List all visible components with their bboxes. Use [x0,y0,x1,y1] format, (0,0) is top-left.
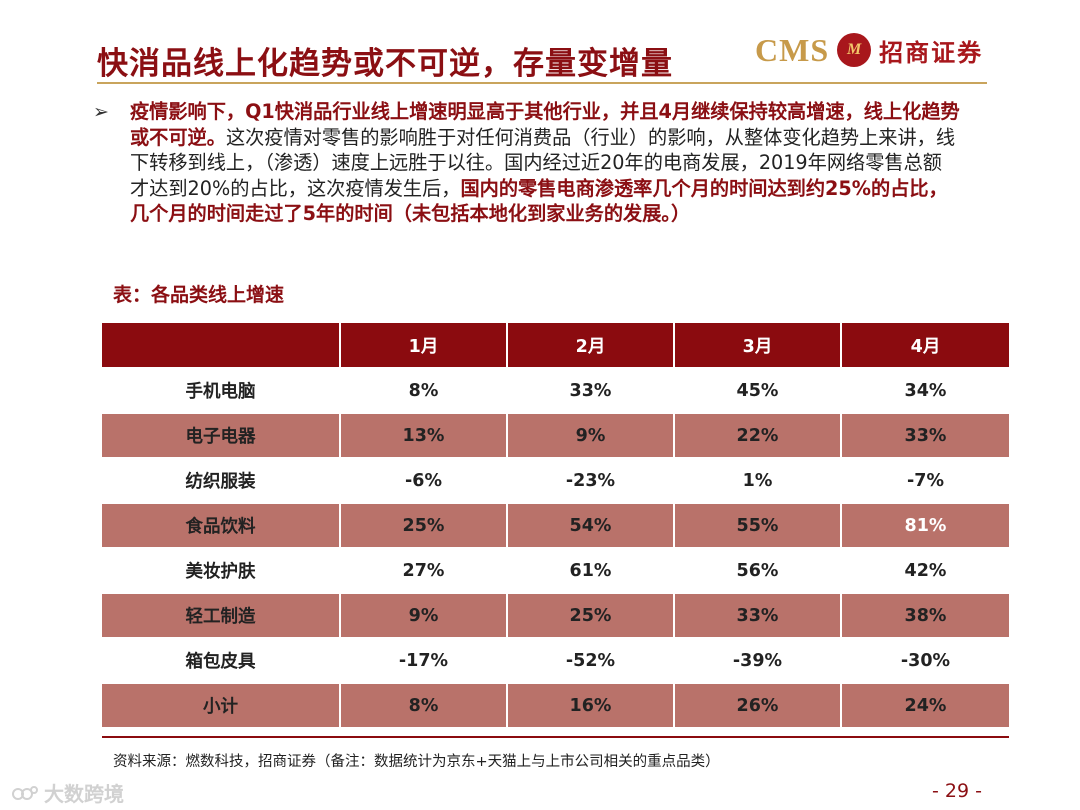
table-cell: -30% [841,638,1009,683]
table-row-total: 小计 8% 16% 26% 24% [102,683,1009,727]
bullet-arrow-icon: ➢ [93,101,109,123]
header-cell-feb: 2月 [507,323,675,368]
header-cell-apr: 4月 [841,323,1009,368]
header-cell-jan: 1月 [340,323,508,368]
row-label: 电子电器 [102,413,341,458]
table-cell: 25% [340,503,508,548]
table-cell: 33% [841,413,1009,458]
growth-table: 1月 2月 3月 4月 手机电脑 8% 33% 45% 34% 电子电器 13%… [102,323,1009,727]
table-cell: -52% [507,638,675,683]
source-note: 资料来源：燃数科技，招商证券（备注：数据统计为京东+天猫上与上市公司相关的重点品… [113,754,720,770]
table-cell: -23% [507,458,675,503]
row-label: 手机电脑 [102,368,341,413]
table-cell: 33% [674,593,842,638]
table-row: 电子电器 13% 9% 22% 33% [102,413,1009,458]
body-text: 这次疫情对零售的影响胜于对任何消费品（行业）的影响，从整体变化趋势上来讲，线下转… [130,125,956,200]
company-logo: CMS M 招商证券 [755,30,983,70]
table-cell: 16% [507,683,675,727]
watermark-logo-icon [12,784,38,802]
logo-company-name: 招商证券 [879,37,984,67]
table-cell: 24% [841,683,1009,727]
table-cell: 27% [340,548,508,593]
row-label: 食品饮料 [102,503,341,548]
table-cell: 8% [340,683,508,727]
highlight-text-1: 疫情影响下，Q1快消品行业线上增速明显高于其他行业，并且4月继续保持较高增速，线… [130,100,960,149]
table-header-row: 1月 2月 3月 4月 [102,323,1009,368]
watermark: 大数跨境 [12,778,124,807]
table-cell: 54% [507,503,675,548]
table-cell: 33% [507,368,675,413]
table-cell: 45% [674,368,842,413]
header-cell-mar: 3月 [674,323,842,368]
row-label: 小计 [102,683,341,727]
table-cell: 13% [340,413,508,458]
table-row: 食品饮料 25% 54% 55% 81% [102,503,1009,548]
table-row: 美妆护肤 27% 61% 56% 42% [102,548,1009,593]
page-number: - 29 - [932,780,982,802]
table-caption: 表：各品类线上增速 [113,284,285,306]
table-cell: 8% [340,368,508,413]
logo-cms-text: CMS [755,31,830,68]
row-label: 纺织服装 [102,458,341,503]
table-cell: 9% [340,593,508,638]
table-cell: 22% [674,413,842,458]
table-cell: 55% [674,503,842,548]
logo-seal-icon: M [837,33,872,67]
row-label: 轻工制造 [102,593,341,638]
table-cell: 34% [841,368,1009,413]
table-row: 箱包皮具 -17% -52% -39% -30% [102,638,1009,683]
table-cell: 56% [674,548,842,593]
highlight-text-2: 国内的零售电商渗透率几个月的时间达到约25%的占比，几个月的时间走过了5年的时间… [130,176,948,226]
row-label: 箱包皮具 [102,638,341,683]
table-cell: 26% [674,683,842,727]
table-cell: -39% [674,638,842,683]
table-cell-highlight: 81% [841,503,1009,548]
table-cell: 42% [841,548,1009,593]
table-cell: -7% [841,458,1009,503]
watermark-text: 大数跨境 [44,782,124,806]
header-cell-blank [102,323,341,368]
title-divider [97,82,987,84]
table-cell: -6% [340,458,508,503]
page-title: 快消品线上化趋势或不可逆，存量变增量 [97,46,673,82]
table-row: 手机电脑 8% 33% 45% 34% [102,368,1009,413]
body-paragraph: 疫情影响下，Q1快消品行业线上增速明显高于其他行业，并且4月继续保持较高增速，线… [130,99,960,227]
table-cell: -17% [340,638,508,683]
table-cell: 9% [507,413,675,458]
table-cell: 38% [841,593,1009,638]
table-cell: 1% [674,458,842,503]
table-bottom-rule [102,736,1009,738]
table-row: 纺织服装 -6% -23% 1% -7% [102,458,1009,503]
row-label: 美妆护肤 [102,548,341,593]
table-cell: 25% [507,593,675,638]
table-row: 轻工制造 9% 25% 33% 38% [102,593,1009,638]
table-cell: 61% [507,548,675,593]
